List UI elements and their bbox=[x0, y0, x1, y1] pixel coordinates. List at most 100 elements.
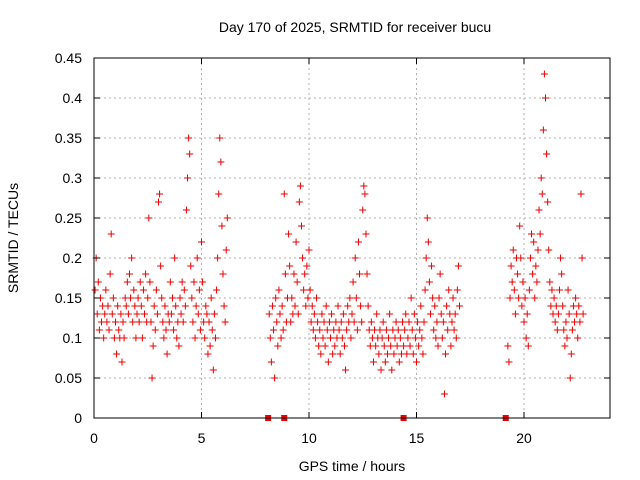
data-point bbox=[217, 158, 225, 166]
data-point bbox=[317, 350, 325, 358]
data-point bbox=[357, 302, 365, 310]
data-point bbox=[548, 286, 556, 294]
data-point bbox=[448, 318, 456, 326]
data-point bbox=[515, 294, 523, 302]
data-point bbox=[400, 342, 408, 350]
data-point bbox=[196, 326, 204, 334]
data-point bbox=[530, 238, 538, 246]
data-point bbox=[363, 270, 371, 278]
data-point bbox=[288, 294, 296, 302]
data-point bbox=[104, 302, 112, 310]
data-point bbox=[351, 254, 359, 262]
data-point bbox=[135, 318, 143, 326]
x-tick-label: 15 bbox=[409, 430, 425, 446]
x-tick-label: 20 bbox=[516, 430, 532, 446]
data-point bbox=[299, 254, 307, 262]
data-point bbox=[538, 190, 546, 198]
data-points bbox=[91, 70, 587, 421]
data-point bbox=[311, 334, 319, 342]
data-point bbox=[560, 326, 568, 334]
data-point bbox=[536, 230, 544, 238]
data-point bbox=[159, 318, 167, 326]
data-point bbox=[115, 326, 123, 334]
data-point bbox=[442, 350, 450, 358]
data-point bbox=[361, 190, 369, 198]
data-point bbox=[401, 326, 409, 334]
data-point bbox=[424, 238, 432, 246]
data-point bbox=[390, 350, 398, 358]
data-point bbox=[172, 302, 180, 310]
data-point bbox=[323, 326, 331, 334]
data-point bbox=[352, 294, 360, 302]
data-point bbox=[179, 318, 187, 326]
data-point bbox=[408, 326, 416, 334]
data-point bbox=[279, 326, 287, 334]
data-point bbox=[508, 278, 516, 286]
data-point bbox=[521, 294, 529, 302]
data-point bbox=[518, 302, 526, 310]
data-point bbox=[194, 310, 202, 318]
data-point bbox=[144, 294, 152, 302]
data-point bbox=[201, 334, 209, 342]
data-point bbox=[551, 318, 559, 326]
data-point bbox=[552, 302, 560, 310]
data-point bbox=[117, 310, 125, 318]
data-point bbox=[221, 318, 229, 326]
data-point bbox=[550, 294, 558, 302]
data-point bbox=[523, 310, 531, 318]
data-point bbox=[153, 310, 161, 318]
data-point bbox=[540, 70, 548, 78]
data-point bbox=[205, 318, 213, 326]
data-point bbox=[131, 302, 139, 310]
data-point bbox=[329, 350, 337, 358]
data-point bbox=[456, 302, 463, 310]
data-point bbox=[327, 334, 334, 342]
data-point bbox=[142, 270, 150, 278]
data-point bbox=[418, 334, 426, 342]
data-point bbox=[287, 318, 295, 326]
data-point bbox=[430, 326, 438, 334]
data-point bbox=[350, 318, 358, 326]
data-point bbox=[281, 270, 289, 278]
data-point bbox=[213, 286, 221, 294]
data-point bbox=[578, 254, 586, 262]
data-point bbox=[181, 302, 189, 310]
data-point bbox=[562, 318, 570, 326]
data-point bbox=[438, 334, 446, 342]
data-point bbox=[123, 278, 131, 286]
data-point bbox=[558, 270, 566, 278]
data-point bbox=[113, 350, 121, 358]
data-point bbox=[265, 310, 273, 318]
data-point bbox=[422, 254, 430, 262]
data-point bbox=[450, 326, 458, 334]
data-point bbox=[528, 230, 536, 238]
data-point bbox=[170, 326, 178, 334]
data-point bbox=[133, 310, 141, 318]
data-point bbox=[207, 294, 215, 302]
data-point bbox=[292, 238, 300, 246]
data-point bbox=[415, 342, 423, 350]
data-point bbox=[285, 230, 293, 238]
data-point bbox=[293, 278, 301, 286]
data-point bbox=[356, 270, 364, 278]
data-point bbox=[411, 334, 419, 342]
data-point bbox=[155, 198, 162, 206]
data-point bbox=[106, 270, 114, 278]
data-point bbox=[127, 294, 135, 302]
data-point bbox=[553, 326, 561, 334]
data-point bbox=[173, 334, 181, 342]
data-point bbox=[102, 286, 110, 294]
data-point bbox=[383, 350, 391, 358]
data-point bbox=[453, 286, 461, 294]
data-point bbox=[277, 334, 285, 342]
data-point bbox=[274, 342, 282, 350]
data-point bbox=[364, 302, 372, 310]
data-point bbox=[443, 302, 451, 310]
data-point bbox=[296, 182, 304, 190]
data-point bbox=[276, 310, 284, 318]
data-point bbox=[295, 198, 303, 206]
data-point bbox=[378, 334, 386, 342]
x-tick-label: 5 bbox=[198, 430, 206, 446]
data-point bbox=[423, 214, 431, 222]
data-point bbox=[432, 334, 440, 342]
